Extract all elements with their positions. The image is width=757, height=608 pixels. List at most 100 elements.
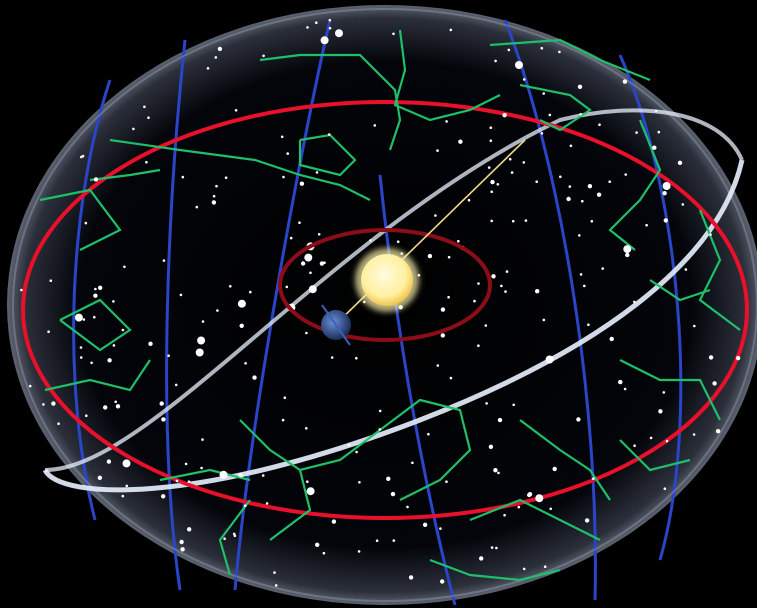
star — [132, 127, 135, 131]
star — [447, 295, 450, 299]
star — [280, 135, 284, 139]
star — [300, 261, 306, 266]
star — [517, 505, 521, 509]
star — [181, 175, 185, 179]
star — [677, 160, 683, 165]
celestial-equator — [42, 159, 745, 493]
star — [527, 492, 533, 497]
star — [609, 336, 614, 342]
star — [94, 287, 97, 291]
star — [495, 546, 498, 550]
star — [195, 205, 199, 209]
star — [502, 113, 507, 118]
star — [317, 233, 321, 236]
star — [232, 532, 236, 536]
star — [305, 331, 308, 335]
star — [214, 56, 218, 59]
star — [201, 320, 205, 323]
star — [434, 214, 437, 217]
star — [85, 414, 88, 418]
star — [112, 344, 116, 347]
star — [485, 402, 488, 405]
star — [265, 502, 269, 505]
star — [445, 480, 448, 484]
star — [427, 253, 433, 259]
star — [535, 289, 540, 294]
star — [315, 542, 320, 547]
star — [540, 132, 544, 135]
star — [715, 429, 721, 434]
star — [179, 293, 183, 297]
star — [309, 271, 312, 275]
star — [20, 288, 23, 292]
star — [147, 116, 150, 119]
star — [355, 356, 358, 360]
star — [103, 405, 108, 410]
star — [299, 181, 305, 186]
star — [645, 223, 648, 227]
star — [583, 284, 586, 288]
star — [633, 300, 636, 304]
star — [274, 584, 278, 587]
star — [330, 356, 334, 359]
star — [500, 284, 503, 288]
star — [662, 182, 671, 190]
sphere-rim — [12, 8, 757, 602]
star — [273, 571, 276, 574]
star — [212, 194, 216, 198]
star — [542, 92, 545, 95]
star — [652, 145, 657, 150]
star — [515, 61, 523, 69]
star — [159, 401, 164, 406]
star — [447, 255, 451, 259]
star — [439, 527, 442, 530]
star — [261, 474, 265, 477]
star — [558, 50, 561, 54]
star — [219, 470, 228, 479]
star — [285, 285, 289, 289]
star — [587, 184, 593, 189]
star — [618, 379, 623, 385]
star — [623, 245, 632, 254]
star — [161, 417, 166, 422]
star — [508, 157, 512, 161]
star — [234, 109, 238, 112]
star — [484, 324, 488, 327]
star — [522, 161, 526, 164]
star — [148, 341, 153, 346]
star — [576, 417, 581, 422]
star — [552, 466, 557, 472]
star — [315, 21, 318, 25]
star — [662, 191, 667, 196]
star — [497, 417, 503, 423]
star — [596, 192, 602, 197]
star — [681, 203, 685, 206]
star — [57, 422, 60, 426]
star — [201, 438, 204, 441]
star — [566, 196, 571, 202]
star — [283, 396, 287, 400]
star — [97, 475, 103, 480]
star — [306, 480, 309, 484]
star — [179, 539, 184, 545]
star — [490, 219, 494, 223]
star — [106, 459, 112, 464]
star — [392, 539, 396, 542]
star — [507, 48, 511, 52]
star — [709, 233, 712, 236]
star — [322, 551, 326, 555]
star — [608, 180, 611, 183]
star — [445, 120, 448, 123]
star — [289, 236, 293, 240]
star — [355, 450, 358, 454]
star — [386, 476, 391, 481]
star — [143, 105, 146, 109]
star — [543, 565, 547, 568]
star — [223, 537, 226, 540]
star — [511, 219, 515, 223]
star — [51, 401, 56, 406]
star — [79, 346, 83, 349]
star — [735, 355, 741, 361]
star — [658, 409, 663, 414]
sun-icon — [355, 248, 419, 312]
